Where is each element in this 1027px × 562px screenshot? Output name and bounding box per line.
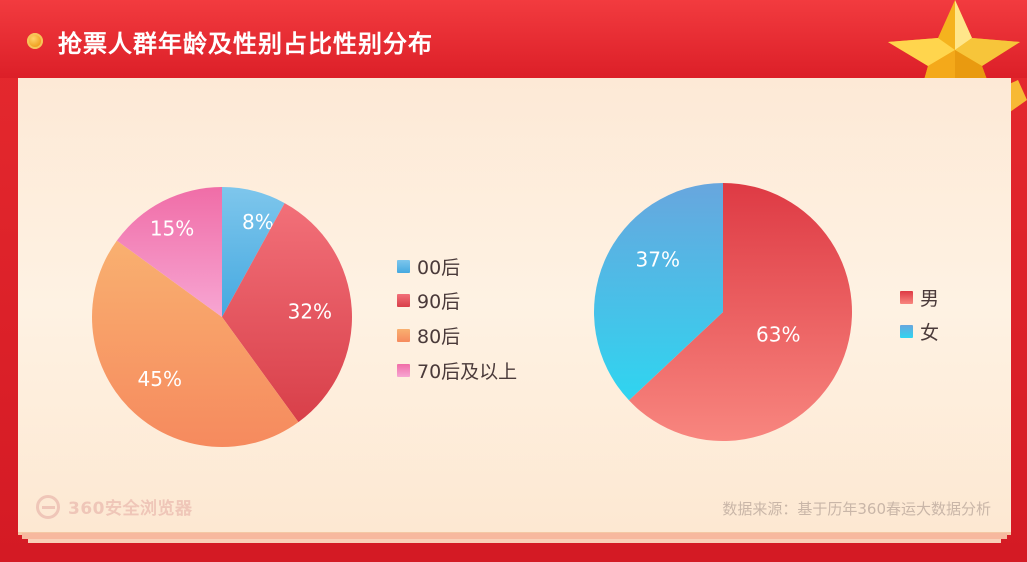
legend-swatch [397,329,410,342]
pie-slice-80 [92,240,299,447]
pie-slice-90 [222,203,352,423]
legend-item-80: 80后 [397,322,460,349]
panel-edge-inner [28,539,1001,543]
legend-swatch [397,294,410,307]
pie-slice-male [628,183,852,441]
legend-swatch [397,364,410,377]
legend-item-00: 00后 [397,253,460,280]
pie-slice-female [594,183,723,401]
legend-swatch [900,291,913,304]
pie-slice-70 [116,187,222,317]
page-title: 抢票人群年龄及性别占比性别分布 [58,30,433,58]
legend-item-male: 男 [900,284,939,311]
age-pie-chart: 8% 32% 45% 15% [92,187,352,447]
header-bar: 抢票人群年龄及性别占比性别分布 [0,0,1027,78]
legend-item-90: 90后 [397,287,460,314]
pie-label-female: 37% [636,247,680,271]
legend-label: 女 [920,322,940,344]
pie-slice-00 [222,187,285,317]
legend-label: 90后 [417,291,461,313]
pie-label-80: 45% [138,367,182,391]
e-browser-icon [36,494,60,519]
legend-label: 男 [920,288,940,310]
pie-label-90: 32% [288,299,332,323]
legend-swatch [900,325,913,338]
legend-swatch [397,260,410,273]
gender-pie-chart: 63% 37% [594,183,852,441]
legend-label: 80后 [417,326,461,348]
legend-item-female: 女 [900,318,939,345]
logo-text: 360安全浏览器 [68,499,193,519]
legend-label: 00后 [417,257,461,279]
pie-label-00: 8% [242,210,274,234]
pie-label-70: 15% [150,217,194,241]
data-source-note: 数据来源：基于历年360春运大数据分析 [722,500,991,518]
bullet-icon [27,33,43,49]
legend-item-70: 70后及以上 [397,357,517,384]
legend-label: 70后及以上 [417,361,518,383]
brand-logo: 360安全浏览器 [36,494,193,519]
pie-label-male: 63% [756,323,800,347]
panel-edge [22,533,1007,539]
